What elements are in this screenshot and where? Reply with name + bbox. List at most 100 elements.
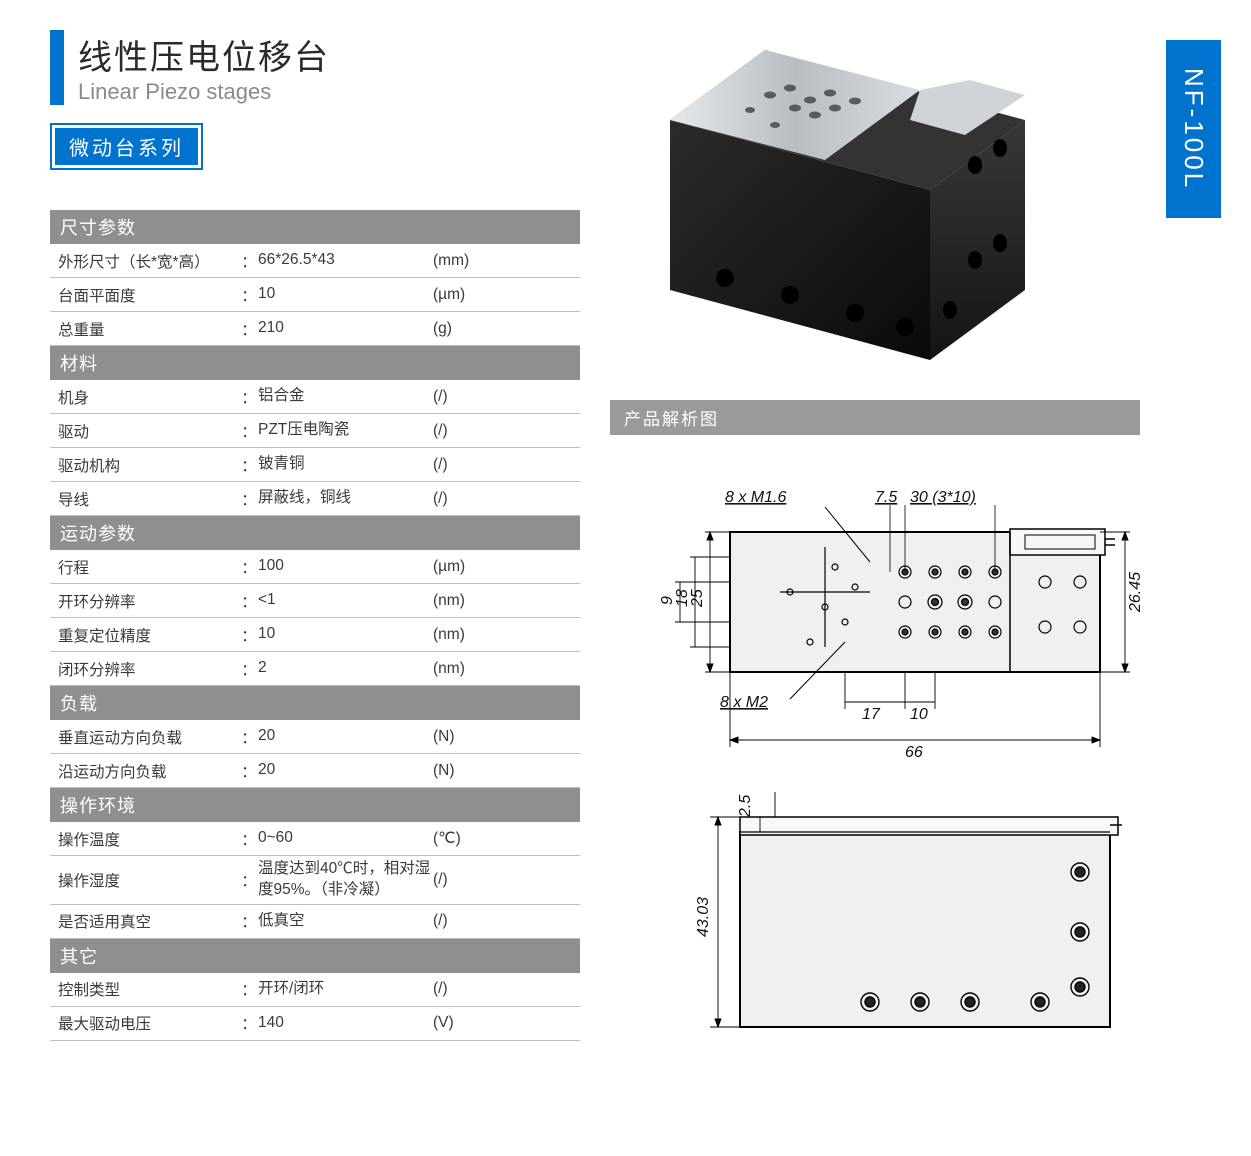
spec-label: 外形尺寸（长*宽*高）: [50, 250, 240, 272]
section-head: 尺寸参数: [50, 210, 580, 244]
colon: ：: [240, 869, 258, 891]
spec-label: 垂直运动方向负载: [50, 726, 240, 748]
spec-unit: (/): [433, 980, 580, 998]
spec-label: 机身: [50, 386, 240, 408]
svg-text:26.45: 26.45: [1127, 572, 1144, 613]
spec-value: 开环/闭环: [258, 979, 433, 1000]
spec-unit: (℃): [433, 829, 580, 848]
svg-text:25: 25: [689, 589, 706, 608]
spec-row: 操作湿度：温度达到40℃时，相对湿度95%。（非冷凝）(/): [50, 856, 580, 905]
page-title-block: 线性压电位移台 Linear Piezo stages: [50, 30, 580, 105]
spec-label: 开环分辨率: [50, 590, 240, 612]
svg-text:8 x M1.6: 8 x M1.6: [725, 489, 786, 506]
spec-row: 导线：屏蔽线，铜线(/): [50, 482, 580, 516]
spec-unit: (g): [433, 320, 580, 338]
section-head: 其它: [50, 939, 580, 973]
colon: ：: [240, 420, 258, 442]
spec-unit: (nm): [433, 660, 580, 678]
svg-text:10: 10: [910, 706, 928, 723]
section-head: 运动参数: [50, 516, 580, 550]
colon: ：: [240, 726, 258, 748]
colon: ：: [240, 556, 258, 578]
spec-value: 100: [258, 556, 433, 577]
product-photo: [630, 30, 1060, 380]
spec-label: 驱动: [50, 420, 240, 442]
spec-value: 屏蔽线，铜线: [258, 488, 433, 509]
diagram-section-head: 产品解析图: [610, 400, 1140, 435]
technical-drawing: 8 x M1.6 7.5 30 (3*10): [610, 447, 1170, 1037]
spec-unit: (/): [433, 871, 580, 889]
colon: ：: [240, 250, 258, 272]
spec-label: 沿运动方向负载: [50, 760, 240, 782]
spec-label: 是否适用真空: [50, 910, 240, 932]
spec-row: 驱动：PZT压电陶瓷(/): [50, 414, 580, 448]
spec-row: 垂直运动方向负载：20(N): [50, 720, 580, 754]
spec-label: 导线: [50, 488, 240, 510]
spec-row: 机身：铝合金(/): [50, 380, 580, 414]
spec-label: 控制类型: [50, 978, 240, 1000]
svg-text:2.5: 2.5: [737, 795, 754, 818]
colon: ：: [240, 978, 258, 1000]
section-head: 操作环境: [50, 788, 580, 822]
spec-label: 操作湿度: [50, 869, 240, 891]
colon: ：: [240, 284, 258, 306]
spec-value: 20: [258, 760, 433, 781]
colon: ：: [240, 318, 258, 340]
spec-row: 重复定位精度：10(nm): [50, 618, 580, 652]
spec-label: 最大驱动电压: [50, 1012, 240, 1034]
spec-row: 操作温度：0~60(℃): [50, 822, 580, 856]
spec-unit: (/): [433, 912, 580, 930]
spec-value: 铝合金: [258, 386, 433, 407]
spec-value: 10: [258, 284, 433, 305]
svg-text:9: 9: [659, 596, 676, 605]
series-badge: 微动台系列: [50, 123, 203, 170]
series-label: 微动台系列: [55, 128, 198, 165]
spec-label: 总重量: [50, 318, 240, 340]
title-chinese: 线性压电位移台: [78, 30, 580, 79]
spec-table: 尺寸参数外形尺寸（长*宽*高）：66*26.5*43(mm)台面平面度：10(µ…: [50, 210, 580, 1041]
spec-unit: (V): [433, 1014, 580, 1032]
spec-unit: (/): [433, 388, 580, 406]
colon: ：: [240, 1012, 258, 1034]
spec-value: 铍青铜: [258, 454, 433, 475]
svg-text:8 x M2: 8 x M2: [720, 694, 768, 711]
colon: ：: [240, 760, 258, 782]
spec-unit: (µm): [433, 558, 580, 576]
spec-row: 最大驱动电压：140(V): [50, 1007, 580, 1041]
spec-value: 140: [258, 1013, 433, 1034]
spec-row: 是否适用真空：低真空(/): [50, 905, 580, 939]
spec-unit: (µm): [433, 286, 580, 304]
svg-text:7.5: 7.5: [875, 489, 897, 506]
colon: ：: [240, 454, 258, 476]
section-head: 负载: [50, 686, 580, 720]
spec-label: 驱动机构: [50, 454, 240, 476]
spec-value: 2: [258, 658, 433, 679]
spec-row: 开环分辨率：<1(nm): [50, 584, 580, 618]
spec-label: 操作温度: [50, 828, 240, 850]
colon: ：: [240, 624, 258, 646]
spec-row: 沿运动方向负载：20(N): [50, 754, 580, 788]
spec-value: 10: [258, 624, 433, 645]
spec-unit: (/): [433, 490, 580, 508]
colon: ：: [240, 658, 258, 680]
spec-row: 行程：100(µm): [50, 550, 580, 584]
spec-unit: (nm): [433, 592, 580, 610]
colon: ：: [240, 386, 258, 408]
spec-row: 闭环分辨率：2(nm): [50, 652, 580, 686]
spec-value: 210: [258, 318, 433, 339]
spec-unit: (nm): [433, 626, 580, 644]
svg-text:43.03: 43.03: [695, 897, 712, 937]
spec-label: 重复定位精度: [50, 624, 240, 646]
svg-text:30 (3*10): 30 (3*10): [910, 489, 976, 506]
spec-label: 闭环分辨率: [50, 658, 240, 680]
spec-row: 驱动机构：铍青铜(/): [50, 448, 580, 482]
spec-value: 低真空: [258, 911, 433, 932]
spec-value: <1: [258, 590, 433, 611]
spec-row: 总重量：210(g): [50, 312, 580, 346]
spec-unit: (/): [433, 422, 580, 440]
spec-value: 0~60: [258, 828, 433, 849]
svg-text:66: 66: [905, 744, 923, 761]
section-head: 材料: [50, 346, 580, 380]
svg-text:17: 17: [862, 706, 881, 723]
title-english: Linear Piezo stages: [78, 79, 580, 105]
